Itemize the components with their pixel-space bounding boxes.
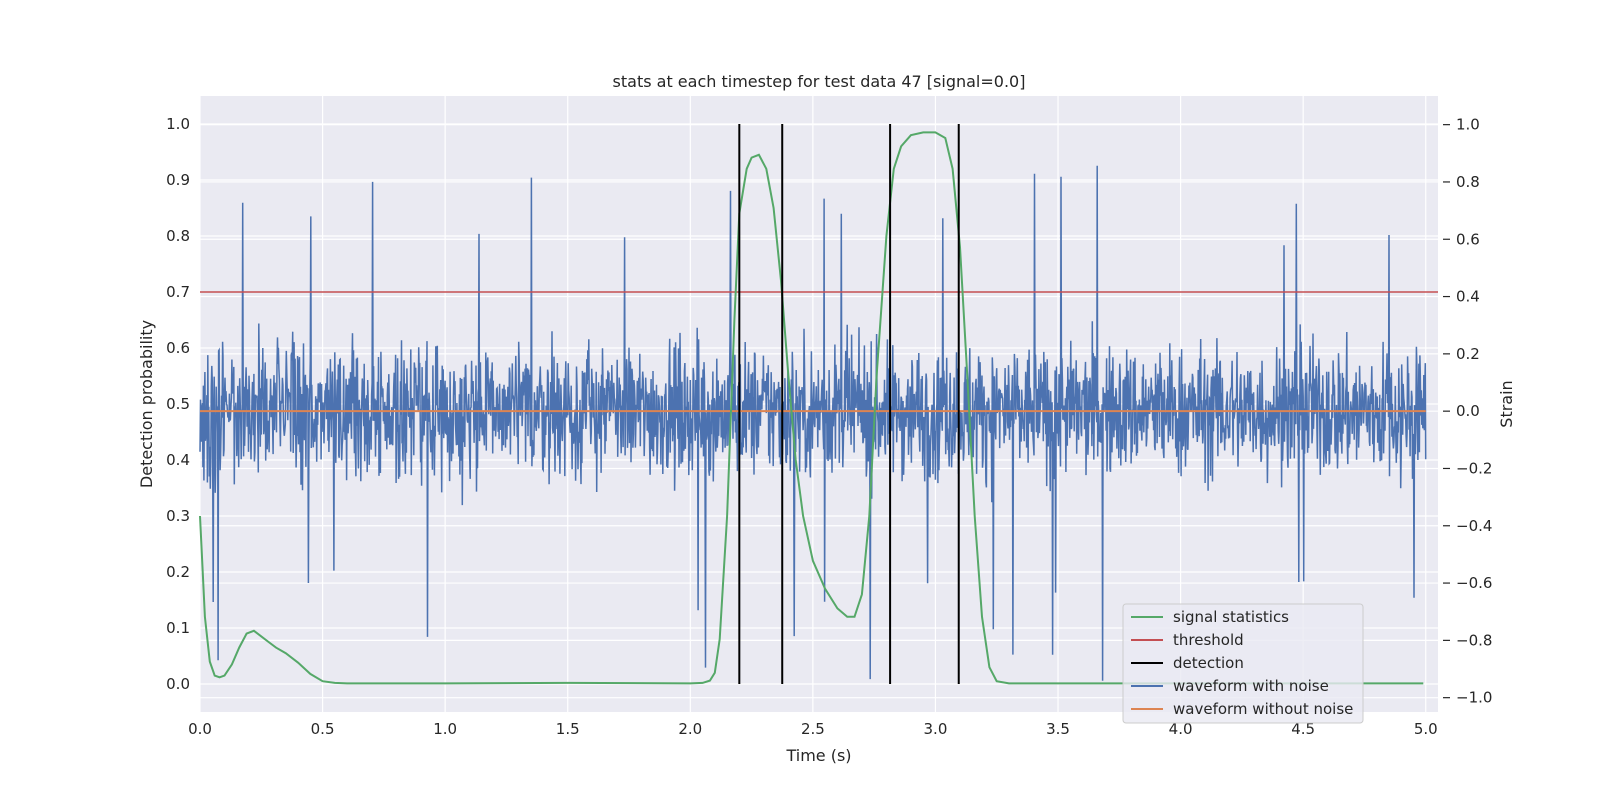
y2-tick-label: −0.4 xyxy=(1456,517,1492,535)
y-axis-label: Detection probability xyxy=(137,320,156,488)
x-tick-label: 3.5 xyxy=(1046,720,1070,738)
signal-statistics-line xyxy=(199,131,1424,685)
x-tick-label: 0.0 xyxy=(188,720,212,738)
legend-label-threshold: threshold xyxy=(1173,631,1244,649)
y2-tick-label: −1.0 xyxy=(1456,689,1492,707)
x-tick-label: 4.0 xyxy=(1169,720,1193,738)
y-tick-label: 0.1 xyxy=(166,619,190,637)
legend-label-detection: detection xyxy=(1173,654,1244,672)
x-tick-label: 4.5 xyxy=(1291,720,1315,738)
chart-title: stats at each timestep for test data 47 … xyxy=(613,72,1026,91)
y2-tick-label: 0.4 xyxy=(1456,288,1480,306)
y2-tick-label: 0.0 xyxy=(1456,402,1480,420)
y-tick-label: 0.0 xyxy=(166,675,190,693)
y-tick-label: 0.9 xyxy=(166,171,190,189)
y2-tick-label: 0.6 xyxy=(1456,230,1480,248)
x-tick-label: 3.0 xyxy=(924,720,948,738)
legend-label-signal-statistics: signal statistics xyxy=(1173,608,1289,626)
axes-layer: 0.0 0.5 1.0 1.5 2.0 2.5 3.0 3.5 4.0 4.5 5.0 0.0 0.1 0… xyxy=(166,115,1492,738)
x-tick-label: 5.0 xyxy=(1414,720,1438,738)
waveform-with-noise-line xyxy=(199,165,1427,681)
y2-tick-label: −0.8 xyxy=(1456,631,1492,649)
x-tick-label: 2.0 xyxy=(678,720,702,738)
y2-axis-label: Strain xyxy=(1497,380,1516,427)
y-tick-label: 0.2 xyxy=(166,563,190,581)
y-tick-label: 0.4 xyxy=(166,451,190,469)
y2-tick-label: 0.8 xyxy=(1456,173,1480,191)
y2-tick-label: −0.2 xyxy=(1456,459,1492,477)
x-tick-label: 2.5 xyxy=(801,720,825,738)
y-tick-label: 0.5 xyxy=(166,395,190,413)
legend: signal statistics threshold detection wa… xyxy=(1122,603,1364,724)
y-tick-label: 0.6 xyxy=(166,339,190,357)
legend-label-waveform-without-noise: waveform without noise xyxy=(1173,700,1353,718)
x-tick-label: 0.5 xyxy=(311,720,335,738)
y-tick-label: 1.0 xyxy=(166,115,190,133)
y2-tick-label: −0.6 xyxy=(1456,574,1492,592)
waveform-layer xyxy=(199,165,1427,681)
y-tick-label: 0.7 xyxy=(166,283,190,301)
y-tick-label: 0.8 xyxy=(166,227,190,245)
x-tick-label: 1.5 xyxy=(556,720,580,738)
x-axis-label: Time (s) xyxy=(785,746,851,765)
x-tick-label: 1.0 xyxy=(433,720,457,738)
y2-tick-label: 0.2 xyxy=(1456,345,1480,363)
y-tick-label: 0.3 xyxy=(166,507,190,525)
series-layer xyxy=(199,124,1438,685)
y2-tick-label: 1.0 xyxy=(1456,116,1480,134)
legend-box xyxy=(1122,603,1364,724)
legend-label-waveform-with-noise: waveform with noise xyxy=(1173,677,1329,695)
